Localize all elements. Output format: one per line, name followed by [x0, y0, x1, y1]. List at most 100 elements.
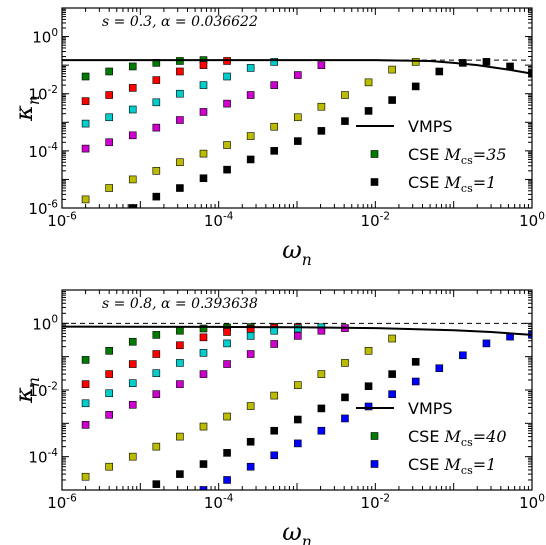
- panel-annotation: s = 0.3, α = 0.036622: [102, 14, 258, 30]
- marker-series: [81, 61, 326, 153]
- marker-series: [81, 323, 302, 388]
- panel-annotation: s = 0.8, α = 0.393638: [102, 296, 258, 312]
- data-point: [199, 149, 208, 158]
- data-point: [270, 340, 279, 348]
- axes-frame: [61, 7, 533, 209]
- data-point: [294, 113, 302, 122]
- legend: VMPS CSE Mcs=35 CSE Mcs=1: [356, 117, 507, 195]
- x-tick-label: 10-6: [47, 210, 77, 230]
- data-point: [223, 99, 231, 108]
- data-point: [128, 379, 137, 387]
- data-point: [388, 370, 396, 378]
- x-axis-label: ωn: [282, 518, 312, 545]
- data-point: [105, 389, 113, 398]
- data-point: [81, 356, 90, 364]
- data-point: [81, 380, 90, 388]
- data-point: [411, 82, 420, 91]
- data-point: [270, 451, 279, 460]
- data-point: [435, 364, 444, 373]
- data-point: [199, 108, 208, 116]
- data-point: [246, 64, 255, 72]
- data-point: [388, 96, 396, 104]
- data-point: [199, 61, 208, 69]
- panel-1: 10-6 10-4 10-2 100 10-6 10-4 10-2 100 ωn κn s = 0.…: [10, 7, 545, 269]
- data-point: [411, 358, 420, 366]
- data-point: [341, 91, 349, 99]
- y-axis-label: κn: [10, 95, 43, 122]
- legend-label: VMPS: [408, 117, 453, 136]
- data-point: [105, 370, 113, 378]
- data-point: [317, 426, 326, 435]
- data-point: [388, 390, 396, 398]
- x-tick-label: 10-4: [204, 492, 234, 512]
- data-point: [152, 480, 161, 488]
- y-tick-label: 10-6: [28, 198, 58, 218]
- data-point: [105, 138, 113, 147]
- data-point: [199, 370, 208, 378]
- data-point: [294, 332, 302, 340]
- data-point: [411, 377, 420, 386]
- plot-area: [62, 56, 532, 208]
- legend-label: CSE Mcs=40: [408, 427, 507, 449]
- data-point: [294, 137, 302, 145]
- data-point: [364, 107, 373, 115]
- data-point: [223, 165, 231, 174]
- y-axis-label: κn: [10, 377, 43, 404]
- data-point: [341, 359, 349, 367]
- data-point: [176, 432, 184, 441]
- marker-series: [81, 58, 279, 128]
- data-point: [81, 195, 90, 204]
- data-point: [81, 421, 90, 429]
- data-point: [128, 175, 137, 184]
- data-point: [317, 404, 326, 413]
- data-point: [176, 67, 184, 76]
- data-point: [176, 116, 184, 124]
- data-point: [152, 442, 161, 451]
- data-point: [152, 167, 161, 175]
- data-point: [223, 360, 231, 368]
- marker-series: [81, 58, 420, 204]
- data-point: [223, 339, 231, 348]
- data-point: [81, 97, 90, 105]
- panel-2: 10-6 10-4 10-2 100 10-4 10-2 100 ωn κn s = 0.8, α…: [10, 289, 545, 545]
- data-point: [270, 122, 279, 131]
- data-point: [176, 184, 184, 192]
- data-point: [246, 91, 255, 99]
- data-point: [435, 67, 444, 76]
- x-tick-label: 100: [519, 492, 545, 512]
- data-point: [482, 339, 491, 348]
- data-point: [364, 402, 373, 411]
- data-point: [81, 72, 90, 81]
- data-point: [317, 127, 326, 135]
- data-point: [199, 333, 208, 342]
- data-point: [152, 192, 161, 201]
- data-point: [199, 422, 208, 431]
- data-point: [246, 402, 255, 410]
- data-point: [105, 462, 113, 471]
- legend-marker-swatch: [370, 460, 379, 468]
- legend: VMPS CSE Mcs=40 CSE Mcs=1: [356, 399, 507, 477]
- data-point: [105, 67, 113, 76]
- legend-label: VMPS: [408, 399, 453, 418]
- data-point: [128, 105, 137, 114]
- x-tick-label: 10-4: [204, 210, 234, 230]
- data-point: [223, 141, 231, 149]
- data-point: [294, 71, 302, 79]
- data-point: [223, 328, 231, 336]
- data-point: [294, 324, 302, 333]
- data-point: [223, 72, 231, 81]
- data-point: [246, 155, 255, 164]
- data-point: [246, 437, 255, 446]
- data-point: [223, 476, 231, 484]
- data-point: [341, 393, 349, 402]
- data-point: [128, 337, 137, 346]
- data-point: [176, 359, 184, 367]
- data-point: [105, 346, 113, 355]
- data-point: [482, 58, 491, 66]
- plot-area: [62, 322, 532, 490]
- x-tick-label: 10-2: [361, 492, 391, 512]
- data-point: [388, 334, 396, 343]
- data-point: [270, 58, 279, 66]
- legend-label: CSE Mcs=1: [408, 173, 496, 195]
